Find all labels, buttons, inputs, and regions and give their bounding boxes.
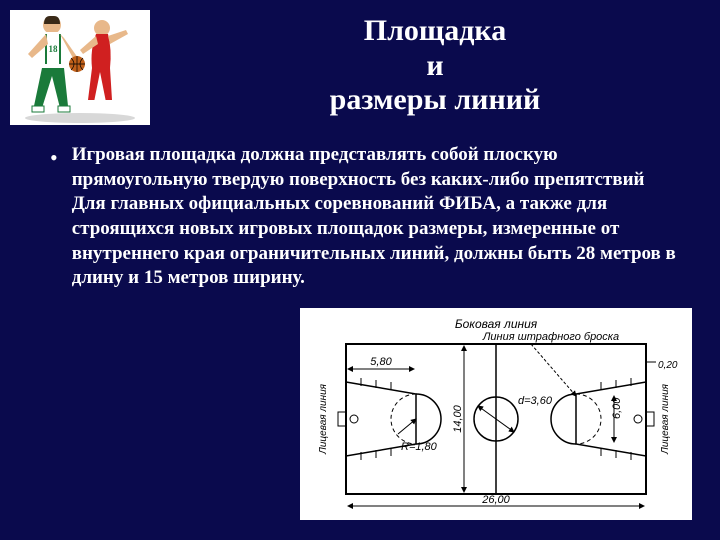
label-side-left: Лицевая линия: [318, 383, 329, 455]
label-top: Боковая линия: [455, 317, 538, 331]
bullet-marker: •: [50, 145, 58, 171]
svg-text:18: 18: [49, 44, 59, 54]
title-line-2: и: [170, 49, 700, 84]
bullet-item: • Игровая площадка должна представлять с…: [50, 143, 680, 291]
court-diagram: Боковая линия Линия штрафного броска Лиц…: [306, 314, 686, 514]
title-block: Площадка и размеры линий: [170, 10, 700, 118]
dim-1400: 14,00: [452, 404, 464, 432]
title-line-3: размеры линий: [170, 83, 700, 118]
dim-R: R=1,80: [401, 441, 438, 453]
player-red-icon: [80, 20, 128, 105]
header-row: 18 Площадка и размеры линий: [0, 0, 720, 125]
dim-d: d=3,60: [518, 395, 553, 407]
dim-600: 6,00: [611, 397, 623, 419]
body-region: • Игровая площадка должна представлять с…: [0, 125, 720, 291]
label-side-right: Лицевая линия: [660, 383, 671, 455]
title-line-1: Площадка: [170, 14, 700, 49]
label-ft: Линия штрафного броска: [482, 331, 619, 343]
dim-580: 5,80: [370, 356, 392, 368]
dim-020: 0,20: [658, 360, 678, 371]
dim-2600: 26,00: [481, 494, 510, 506]
players-illustration: 18: [10, 10, 150, 125]
court-diagram-wrap: Боковая линия Линия штрафного броска Лиц…: [300, 308, 692, 520]
body-paragraph: Игровая площадка должна представлять соб…: [72, 143, 680, 291]
